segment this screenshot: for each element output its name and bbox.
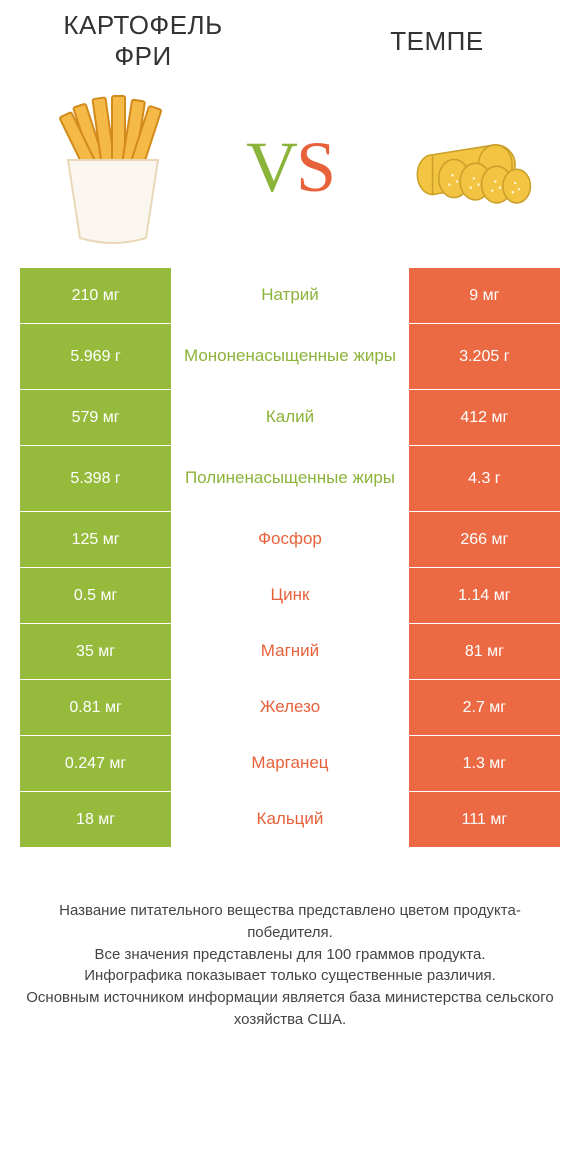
value-left: 210 мг: [20, 268, 171, 323]
nutrient-label: Натрий: [171, 268, 409, 323]
table-row: 18 мгКальций111 мг: [20, 792, 560, 848]
table-row: 5.398 гПолиненасыщенные жиры4.3 г: [20, 446, 560, 512]
nutrient-label: Магний: [171, 624, 409, 679]
nutrient-label: Мононенасыщенные жиры: [171, 324, 409, 389]
value-right: 412 мг: [409, 390, 560, 445]
nutrient-label: Марганец: [171, 736, 409, 791]
footer-line: Название питательного вещества представл…: [20, 900, 560, 944]
images-row: VS: [8, 76, 572, 268]
nutrient-label: Калий: [171, 390, 409, 445]
value-right: 4.3 г: [409, 446, 560, 511]
value-right: 81 мг: [409, 624, 560, 679]
footer-line: Инфографика показывает только существенн…: [20, 965, 560, 987]
fries-icon: [59, 96, 161, 243]
footer-line: Все значения представлены для 100 граммо…: [20, 944, 560, 966]
vs-s: S: [296, 127, 334, 207]
comparison-table: 210 мгНатрий9 мг5.969 гМононенасыщенные …: [20, 268, 560, 848]
value-left: 35 мг: [20, 624, 171, 679]
tempeh-icon: [417, 145, 530, 203]
tempeh-image: [382, 82, 552, 252]
value-left: 5.969 г: [20, 324, 171, 389]
table-row: 210 мгНатрий9 мг: [20, 268, 560, 324]
value-right: 3.205 г: [409, 324, 560, 389]
nutrient-label: Цинк: [171, 568, 409, 623]
nutrient-label: Кальций: [171, 792, 409, 847]
table-row: 579 мгКалий412 мг: [20, 390, 560, 446]
fries-image: [28, 82, 198, 252]
nutrient-label: Полиненасыщенные жиры: [171, 446, 409, 511]
table-row: 0.81 мгЖелезо2.7 мг: [20, 680, 560, 736]
title-right: ТЕМПЕ: [332, 26, 542, 57]
value-left: 18 мг: [20, 792, 171, 847]
table-row: 0.247 мгМарганец1.3 мг: [20, 736, 560, 792]
value-right: 1.3 мг: [409, 736, 560, 791]
value-right: 266 мг: [409, 512, 560, 567]
value-left: 0.5 мг: [20, 568, 171, 623]
value-left: 579 мг: [20, 390, 171, 445]
value-right: 9 мг: [409, 268, 560, 323]
table-row: 125 мгФосфор266 мг: [20, 512, 560, 568]
value-left: 0.81 мг: [20, 680, 171, 735]
value-right: 2.7 мг: [409, 680, 560, 735]
value-left: 125 мг: [20, 512, 171, 567]
value-left: 5.398 г: [20, 446, 171, 511]
footer-notes: Название питательного вещества представл…: [20, 900, 560, 1031]
vs-label: VS: [246, 126, 334, 209]
nutrient-label: Фосфор: [171, 512, 409, 567]
vs-v: V: [246, 127, 296, 207]
header: КАРТОФЕЛЬ ФРИ ТЕМПЕ: [8, 10, 572, 76]
table-row: 35 мгМагний81 мг: [20, 624, 560, 680]
nutrient-label: Железо: [171, 680, 409, 735]
table-row: 0.5 мгЦинк1.14 мг: [20, 568, 560, 624]
value-right: 111 мг: [409, 792, 560, 847]
page: КАРТОФЕЛЬ ФРИ ТЕМПЕ: [0, 0, 580, 1061]
value-right: 1.14 мг: [409, 568, 560, 623]
table-row: 5.969 гМононенасыщенные жиры3.205 г: [20, 324, 560, 390]
title-left: КАРТОФЕЛЬ ФРИ: [38, 10, 248, 72]
value-left: 0.247 мг: [20, 736, 171, 791]
footer-line: Основным источником информации является …: [20, 987, 560, 1031]
